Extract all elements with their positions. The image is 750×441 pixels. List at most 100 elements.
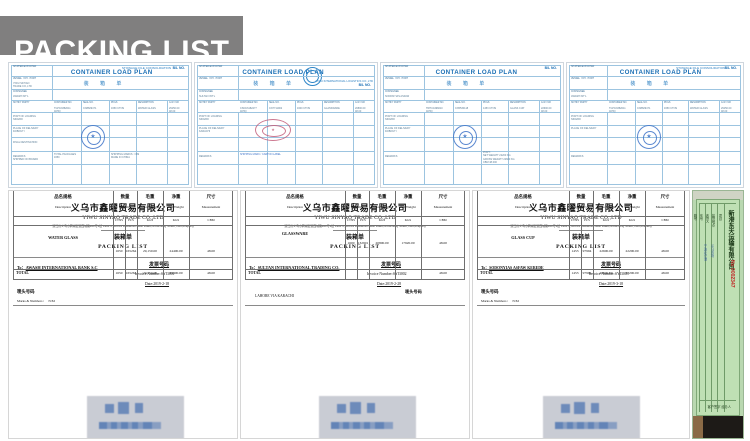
row-net: 24400.00 — [169, 249, 183, 253]
company-name-cn: 义乌市鑫曜贸易有限公司 — [70, 204, 176, 214]
packing-list-document[interactable]: 义乌市鑫曜贸易有限公司 YIWU SINYAO TRADE CO.,LTD 浙江… — [472, 190, 690, 439]
waybill-col-2: 装货地点 — [711, 214, 715, 227]
seal-star-icon: ★ — [462, 134, 468, 140]
consignee-label: To：AWASH INTERNATIONAL BANK S.C — [17, 265, 98, 271]
unit-pcs: PCS — [584, 218, 590, 222]
container-load-plan-document[interactable]: STOWAGE FILE CONSOLIDATION CONTAINER LOA… — [566, 62, 744, 188]
waybill-paper: 新港东天运输有限公司 No 0002347 项目 装货地点 收货人 车号 箱号 … — [693, 199, 740, 416]
page-header-banner: PACKING LIST — [0, 16, 243, 68]
col-header-en-gross: Gross Weight — [140, 205, 160, 209]
to-label: To： — [481, 266, 490, 270]
clp-title: CONTAINER LOAD PLAN — [619, 69, 702, 76]
invoice-number: Invoice Number:SYI3001 — [135, 272, 175, 276]
marks-value: Marks & Numbers： N/M — [17, 298, 55, 303]
clp-code: B/L NO. — [544, 66, 557, 70]
row-gross: 22600.00 — [599, 249, 613, 253]
total-pcs: 165264 — [125, 271, 137, 275]
document-collage: STOWAGE FILE CONSOLIDATION B/L NO. CONTA… — [8, 62, 744, 439]
invoice-label-cn: 发票号码 — [149, 262, 170, 268]
unit-cbm: CBM — [661, 218, 669, 222]
total-cbm: 48.00 — [661, 271, 669, 275]
unit-cbm: CBM — [207, 218, 215, 222]
total-cbm: 48.00 — [439, 271, 447, 275]
col-header-cn-description: 品名规格 — [54, 195, 72, 200]
company-seal-icon: ★ — [453, 125, 477, 149]
row-net: 22200.00 — [625, 249, 639, 253]
destination: LAHORE VIA KARACHI — [255, 294, 294, 298]
clp-subtitle: STOWAGE FILE CONSOLIDATION — [121, 66, 172, 70]
invoice-number: Invoice Number:SYI3003 — [589, 272, 629, 276]
total-pcs: 97994 — [582, 271, 592, 275]
col-header-en-measure: Measurement — [201, 205, 221, 209]
col-header-cn-gross: 毛重 — [377, 195, 387, 200]
marks-label-en: Marks & Numbers： — [17, 299, 46, 303]
row-description: GLASS CUP — [511, 235, 535, 240]
company-name-en: YIWU SINYAO TRADE CO.,LTD — [540, 215, 622, 221]
doc-title-en: PACKING LIST — [98, 244, 148, 250]
consignee-name: SULTAN INTERNATIONAL TRADING CO. — [257, 265, 340, 270]
unit-cbm: CBM — [439, 218, 447, 222]
container-load-plan-document[interactable]: CONTAINER LOAD PLAN 装 箱 单 YIWU INTERNATI… — [194, 62, 378, 188]
row-ctns: 1600 — [347, 241, 355, 245]
company-name-cn: 义乌市鑫曜贸易有限公司 — [528, 204, 634, 214]
total-gross: 29,150.00 — [143, 271, 157, 275]
unit-kgs-gross: KGS — [378, 218, 386, 222]
invoice-label-cn: 发票号码 — [381, 262, 402, 268]
total-label: TOTAL — [16, 271, 29, 275]
col-header-cn-net: 净重 — [171, 195, 181, 200]
marks-label-cn: 唛头号码 — [17, 290, 35, 295]
green-waybill-photo[interactable]: 新港东天运输有限公司 No 0002347 项目 装货地点 收货人 车号 箱号 … — [692, 190, 744, 439]
company-address: 浙江省义乌市稠城街道西城路201号2楼 Floor 2,No.201 Daxue… — [52, 224, 194, 228]
waybill-col-3: 收货人 — [705, 214, 709, 224]
col-header-cn-description: 品名规格 — [286, 195, 304, 200]
unit-kgs-net: KGS — [404, 218, 412, 222]
container-load-plan-document[interactable]: STOWAGE FILE CONSOLIDATION B/L NO. CONTA… — [8, 62, 192, 188]
row-ctns: 1453 — [571, 249, 579, 253]
doc-title-en: PACKING LIST — [330, 244, 380, 250]
marks-value: Marks & Numbers： N/M — [481, 298, 519, 303]
col-header-en-measure: Measurement — [655, 205, 675, 209]
unit-kgs-gross: KGS — [602, 218, 610, 222]
photo-top-edge — [693, 191, 743, 200]
packing-list-document[interactable]: 义乌市鑫曜贸易有限公司 YIWU SINYAO TRADE CO.,LTD 浙江… — [240, 190, 470, 439]
doc-title-en: PACKING LIST — [556, 244, 606, 250]
consignee-name: AWASH INTERNATIONAL BANK S.C — [25, 265, 98, 270]
row-ctns: 1650 — [115, 249, 123, 253]
photo-bottom-wood — [693, 416, 705, 438]
col-header-en-gross: Gross Weight — [372, 205, 392, 209]
col-header-cn-quantity: 数量 — [120, 195, 130, 200]
row-pcs: 132901 — [357, 241, 369, 245]
col-header-cn-gross: 毛重 — [601, 195, 611, 200]
col-header-cn-description: 品名规格 — [514, 195, 532, 200]
company-seal-icon: ★ — [255, 119, 291, 141]
blurred-company-logo — [543, 396, 640, 438]
total-cbm: 48.00 — [207, 271, 215, 275]
clp-org-name: YIWU INTERNATIONAL LOGISTICS CO.,LTD — [315, 79, 373, 83]
clp-title-cn: 装 箱 单 — [630, 81, 674, 87]
container-load-plan-document[interactable]: CONTAINER LOAD PLAN 装 箱 单 B/L NO. SHIPPE… — [380, 62, 564, 188]
col-header-cn-quantity: 数量 — [352, 195, 362, 200]
clp-code: B/L NO. — [172, 66, 185, 70]
consignee-label: To：SODONYIAS ASFAW KEREDE — [481, 265, 544, 271]
unit-kgs-net: KGS — [172, 218, 180, 222]
unit-ctns: CTNS — [114, 218, 124, 222]
clp-title: CONTAINER LOAD PLAN — [70, 69, 153, 76]
total-gross: 22600.00 — [599, 271, 613, 275]
clp-title: CONTAINER LOAD PLAN — [435, 69, 518, 76]
waybill-serial: No 0002347 — [729, 260, 735, 288]
company-seal-icon: ★ — [637, 125, 661, 149]
total-ctns: 1650 — [115, 271, 123, 275]
invoice-date: Date:2019-2-18 — [145, 282, 170, 286]
col-header-cn-gross: 毛重 — [145, 195, 155, 200]
packing-list-document[interactable]: 义乌市鑫曜贸易有限公司 YIWU SINYAO TRADE CO.,LTD 浙江… — [8, 190, 238, 439]
doc-title-cn: 装箱单 — [345, 234, 364, 241]
col-header-cn-quantity: 数量 — [576, 195, 586, 200]
col-header-cn-measure: 尺寸 — [206, 195, 216, 200]
col-header-cn-net: 净重 — [627, 195, 637, 200]
waybill-col-5: 箱号 — [693, 214, 697, 221]
total-label: TOTAL — [480, 271, 493, 275]
clp-title: CONTAINER LOAD PLAN — [242, 69, 325, 76]
waybill-col-4: 车号 — [699, 214, 703, 221]
total-net: 24400.00 — [169, 271, 183, 275]
row-description: WATER GLASS — [48, 235, 78, 240]
